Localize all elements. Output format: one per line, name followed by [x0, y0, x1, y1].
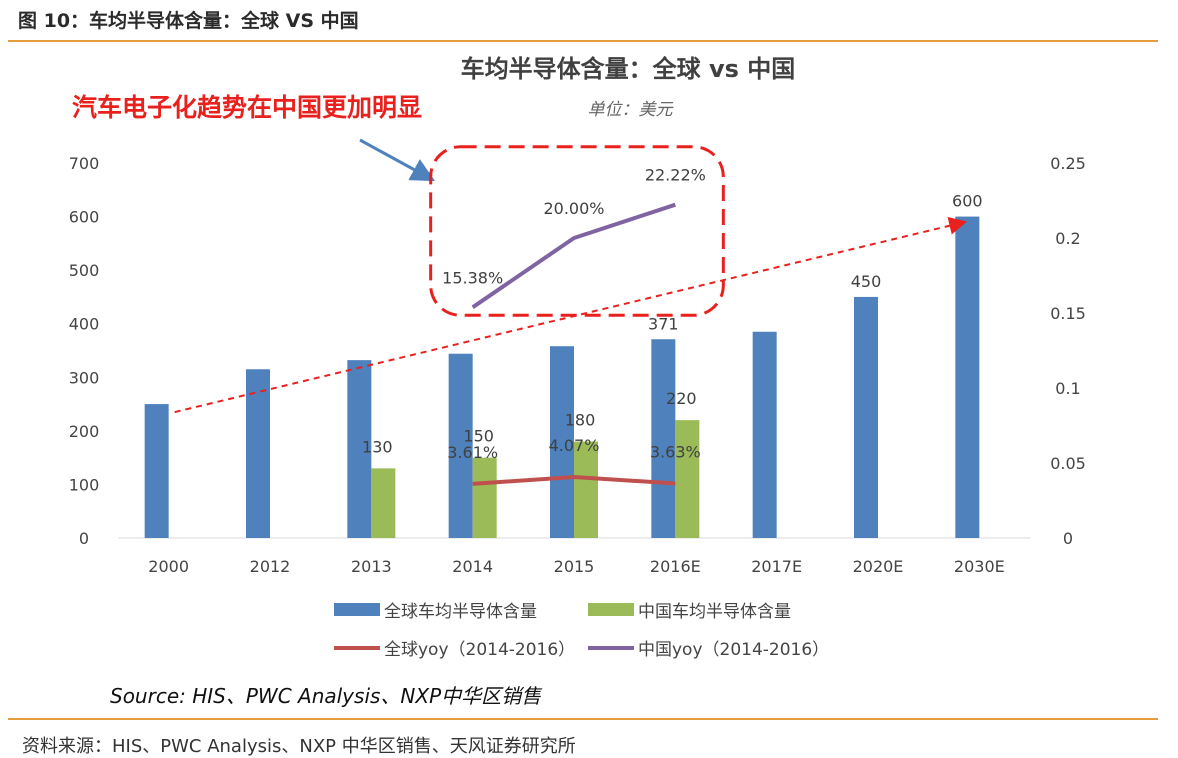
bar-global — [752, 331, 777, 538]
y-right-tick-label: 0.2 — [1055, 229, 1080, 248]
legend-china-bar: 中国车均半导体含量 — [588, 597, 791, 622]
legend-global-bar: 全球车均半导体含量 — [334, 597, 537, 622]
legend-label: 全球yoy（2014-2016） — [384, 640, 576, 660]
bar-global — [347, 360, 372, 538]
y-left-tick-label: 200 — [69, 422, 100, 441]
x-tick-label: 2017E — [751, 557, 802, 576]
bar-global-label: 371 — [648, 314, 679, 333]
line-global-yoy-label: 3.63% — [650, 443, 701, 462]
bar-global — [144, 404, 169, 538]
bar-china-label: 130 — [362, 437, 393, 456]
bar-global-label: 450 — [851, 272, 882, 291]
bar-china-label: 180 — [565, 411, 596, 430]
annotation-text: 汽车电子化趋势在中国更加明显 — [72, 93, 422, 122]
source-note: Source: HIS、PWC Analysis、NXP中华区销售 — [110, 684, 542, 708]
x-tick-label: 2015 — [554, 557, 595, 576]
line-china-yoy-label: 20.00% — [543, 199, 604, 218]
line-china-yoy-label: 15.38% — [442, 268, 503, 287]
bar-global — [854, 296, 878, 538]
y-left-tick-label: 500 — [69, 261, 100, 280]
bar-china — [371, 468, 396, 538]
y-right-tick-label: 0 — [1063, 529, 1073, 548]
x-tick-label: 2016E — [650, 557, 701, 576]
bar-china — [675, 420, 700, 538]
top-rule — [8, 40, 1158, 42]
bar-china-label: 150 — [463, 427, 494, 446]
bottom-rule — [8, 718, 1158, 720]
trend-arrow — [174, 216, 968, 414]
y-right-tick-label: 0.05 — [1050, 454, 1086, 473]
x-tick-label: 2000 — [148, 557, 189, 576]
bar-china-label: 220 — [666, 389, 697, 408]
y-right-tick-label: 0.15 — [1050, 304, 1086, 323]
legend-swatch — [588, 645, 634, 650]
legend-label: 中国yoy（2014-2016） — [638, 640, 830, 660]
legend-swatch — [334, 603, 380, 616]
y-left-tick-label: 600 — [69, 208, 100, 227]
x-tick-label: 2030E — [954, 557, 1005, 576]
bar-global — [246, 369, 270, 538]
legend-label: 全球车均半导体含量 — [384, 602, 537, 622]
x-tick-label: 2012 — [250, 557, 291, 576]
unit-label: 单位：美元 — [588, 100, 675, 120]
line-global-yoy-label: 4.07% — [549, 436, 600, 455]
legend-swatch — [334, 645, 380, 650]
line-china-yoy-label: 22.22% — [645, 166, 706, 185]
bar-global — [955, 216, 980, 539]
x-tick-label: 2013 — [351, 557, 392, 576]
bar-china — [472, 457, 497, 538]
bar-global — [550, 346, 574, 538]
chart-title: 车均半导体含量：全球 vs 中国 — [461, 55, 796, 83]
y-left-tick-label: 700 — [69, 154, 100, 173]
x-tick-label: 2014 — [452, 557, 493, 576]
legend-global-yoy: 全球yoy（2014-2016） — [334, 635, 575, 660]
y-left-tick-label: 100 — [69, 475, 100, 494]
legend-swatch — [588, 603, 634, 616]
y-left-tick-label: 400 — [69, 315, 100, 334]
line-global-yoy — [472, 474, 676, 486]
bar-global — [651, 339, 676, 538]
y-right-tick-label: 0.25 — [1050, 154, 1086, 173]
annotation-arrow — [359, 138, 436, 182]
bar-global-label: 600 — [952, 192, 983, 211]
x-tick-label: 2020E — [853, 557, 904, 576]
figure-title: 图 10：车均半导体含量：全球 VS 中国 — [18, 10, 359, 32]
highlight-box — [429, 145, 725, 317]
bar-china — [574, 441, 598, 538]
bar-global — [448, 353, 473, 538]
y-right-tick-label: 0.1 — [1055, 379, 1080, 398]
y-left-tick-label: 0 — [79, 529, 89, 548]
line-china-yoy — [471, 202, 676, 309]
legend-china-yoy: 中国yoy（2014-2016） — [588, 635, 829, 660]
footer-source: 资料来源：HIS、PWC Analysis、NXP 中华区销售、天风证券研究所 — [22, 736, 576, 757]
legend-label: 中国车均半导体含量 — [638, 602, 791, 622]
y-left-tick-label: 300 — [69, 368, 100, 387]
line-global-yoy-label: 3.61% — [447, 443, 498, 462]
